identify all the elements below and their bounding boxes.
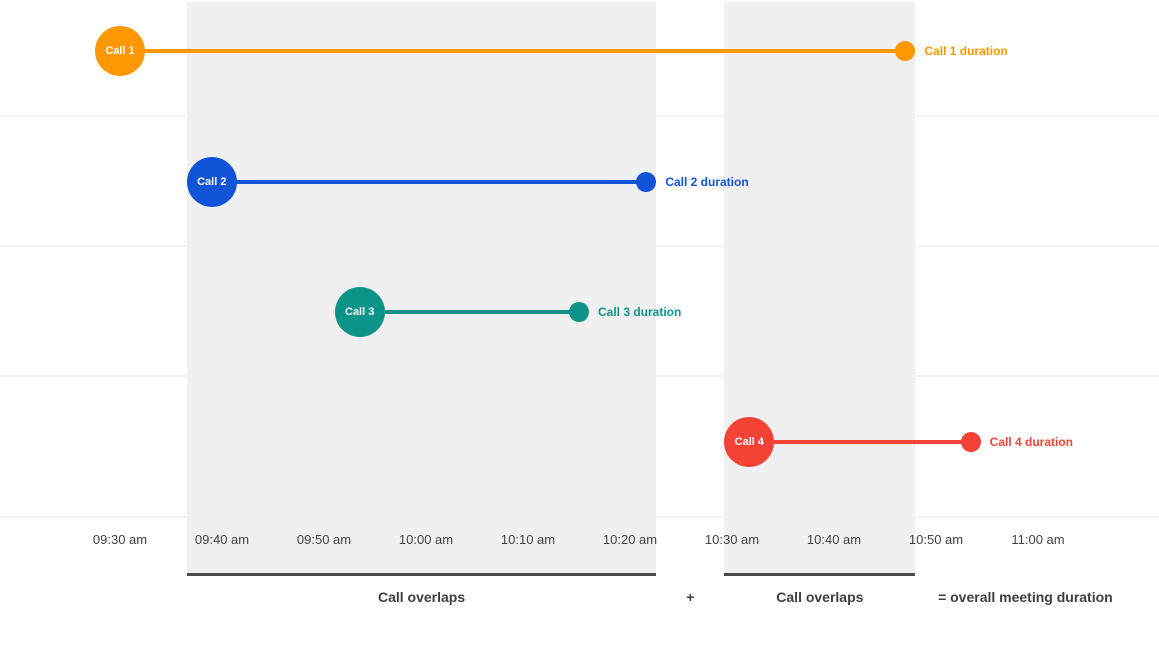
call-overlaps-label: Call overlaps — [377, 589, 466, 605]
call-end-dot — [960, 432, 981, 452]
axis-tick-label: 11:00 am — [1011, 532, 1065, 547]
call-end-dot — [569, 302, 589, 322]
axis-tick-label: 09:30 am — [92, 532, 148, 547]
equals-overall-meeting-duration-label: = overall meeting duration — [938, 589, 1113, 605]
call-duration-line — [749, 440, 971, 444]
call-start-circle: Call 1 — [95, 26, 145, 76]
plus-sign: + — [686, 589, 695, 605]
overlap-band-underline — [724, 573, 916, 576]
axis-tick-label: 09:40 am — [194, 532, 250, 547]
axis-tick-label: 10:10 am — [500, 532, 556, 547]
call-end-dot — [636, 172, 657, 192]
axis-tick-label: 10:20 am — [602, 532, 658, 547]
call-end-dot — [895, 41, 916, 61]
call-duration-label: Call 4 duration — [989, 435, 1074, 449]
call-overlap-band — [724, 2, 916, 573]
axis-tick-label: 09:50 am — [296, 532, 352, 547]
call-duration-label: Call 1 duration — [924, 44, 1008, 58]
call-start-circle: Call 4 — [724, 417, 775, 467]
axis-tick-label: 10:40 am — [806, 532, 862, 547]
axis-tick-label: 10:00 am — [398, 532, 454, 547]
call-start-circle: Call 3 — [334, 287, 385, 337]
call-overlaps-label: Call overlaps — [776, 589, 864, 605]
axis-tick-label: 10:30 am — [704, 532, 760, 547]
call-duration-line — [211, 180, 647, 184]
call-duration-line — [359, 310, 579, 314]
overlap-band-underline — [186, 573, 657, 576]
axis-tick-label: 10:50 am — [908, 532, 964, 547]
call-overlap-band — [186, 2, 657, 573]
call-duration-label: Call 3 duration — [598, 305, 682, 319]
call-duration-line — [120, 49, 906, 53]
call-duration-label: Call 2 duration — [665, 175, 749, 189]
call-start-circle: Call 2 — [186, 157, 237, 207]
